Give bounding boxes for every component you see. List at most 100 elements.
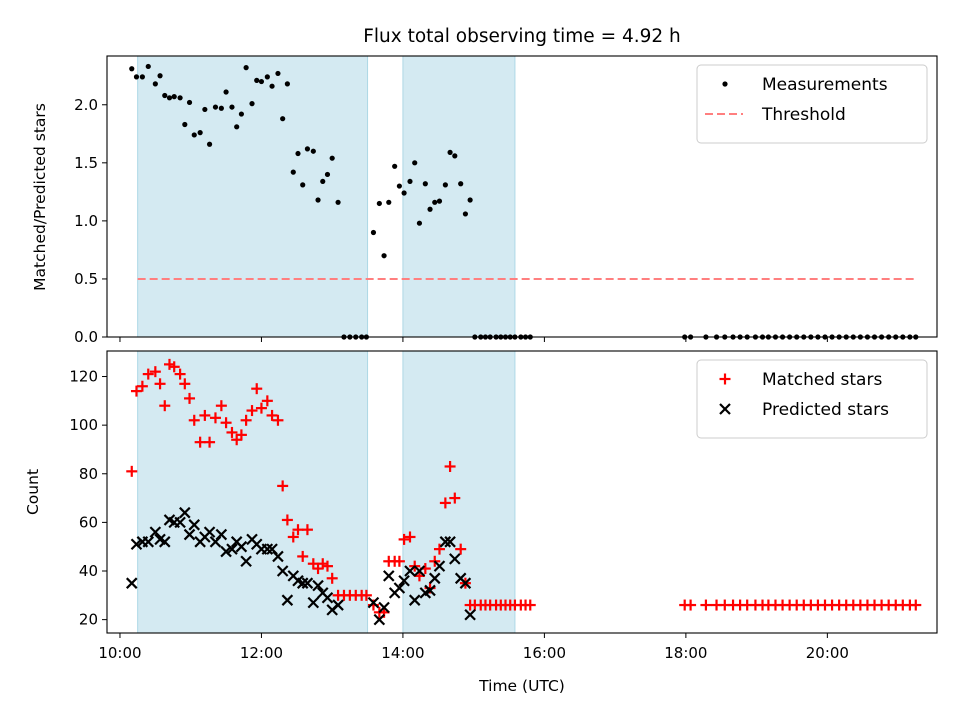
x-stroke-b xyxy=(240,555,252,568)
matched-star-point xyxy=(524,599,536,611)
predicted-star-point xyxy=(235,540,248,553)
predicted-star-point xyxy=(158,536,171,548)
y-tick-label: 20 xyxy=(79,611,98,629)
predicted-star-point xyxy=(183,528,196,541)
x-stroke-b xyxy=(158,536,171,548)
x-tick-label: 12:00 xyxy=(240,644,283,662)
measurement-point xyxy=(452,153,458,159)
measurement-point xyxy=(416,220,423,226)
x-stroke-b xyxy=(130,538,143,551)
predicted-star-point xyxy=(240,555,252,568)
predicted-star-point xyxy=(373,613,386,626)
matched-star-point xyxy=(449,492,461,504)
measurement-point xyxy=(223,89,229,95)
x-tick-label: 18:00 xyxy=(664,644,707,662)
measurement-point xyxy=(191,132,197,138)
y-axis-label-ratio: Matched/Predicted stars xyxy=(31,103,49,291)
measurement-point xyxy=(182,121,188,128)
measurement-point xyxy=(162,92,168,99)
predicted-star-point xyxy=(125,577,138,589)
legend-key-measurements xyxy=(722,81,728,87)
matched-star-point xyxy=(199,409,211,421)
matched-star-point xyxy=(255,402,267,414)
y-tick-label: 1.0 xyxy=(74,212,98,230)
measurement-point xyxy=(467,197,473,203)
measurement-point xyxy=(427,206,433,212)
matched-star-point xyxy=(455,543,467,555)
predicted-star-point xyxy=(413,565,426,577)
matched-star-point xyxy=(251,383,263,395)
matched-star-point xyxy=(130,385,142,397)
measurement-point xyxy=(284,81,290,87)
measurement-point xyxy=(376,200,382,207)
predicted-star-point xyxy=(188,519,201,531)
measurement-point xyxy=(315,197,321,203)
predicted-star-point xyxy=(261,543,274,555)
predicted-star-point xyxy=(215,528,228,541)
x-stroke-b xyxy=(226,543,238,555)
matched-star-point xyxy=(209,412,221,424)
y-tick-label: 2.0 xyxy=(74,96,98,114)
count-panel: 20 40 60 80 100 120 10:00 12:00 14:00 16:00 18:00 2… xyxy=(69,350,938,662)
matched-star-point xyxy=(174,368,186,380)
measurement-point xyxy=(129,66,135,72)
x-axis-label: Time (UTC) xyxy=(478,677,565,695)
x-stroke-b xyxy=(154,533,166,546)
x-stroke-b xyxy=(272,550,284,563)
measurement-point xyxy=(401,190,407,196)
predicted-star-point xyxy=(179,506,191,519)
predicted-star-point xyxy=(398,574,410,587)
predicted-star-point xyxy=(393,582,406,594)
y-axis-label-count: Count xyxy=(24,469,42,515)
predicted-star-point xyxy=(459,577,472,589)
ratio-panel: 0.0 0.5 1.0 1.5 2.0 Measurements Threshold xyxy=(74,55,938,346)
measurement-point xyxy=(264,74,270,80)
predicted-star-point xyxy=(276,565,289,577)
measurement-point xyxy=(320,178,326,185)
matched-star-point xyxy=(194,436,206,448)
predicted-star-point xyxy=(296,577,309,589)
chart-title: Flux total observing time = 4.92 h xyxy=(363,26,681,47)
x-stroke-b xyxy=(179,506,191,519)
measurement-point xyxy=(447,149,453,155)
matched-star-point xyxy=(281,514,293,526)
x-stroke-b xyxy=(332,599,344,611)
measurement-point xyxy=(139,74,145,80)
matched-star-point xyxy=(272,414,284,426)
measurement-point xyxy=(238,111,245,117)
predicted-star-point xyxy=(449,553,461,565)
measurement-point xyxy=(329,155,335,161)
measurement-point xyxy=(254,77,260,83)
predicted-star-point xyxy=(367,596,380,609)
matched-star-point xyxy=(220,417,232,429)
x-stroke-b xyxy=(433,560,446,572)
predicted-star-point xyxy=(226,543,238,555)
measurement-point xyxy=(290,169,296,175)
predicted-star-point xyxy=(321,591,334,604)
legend: Measurements Threshold xyxy=(696,64,928,144)
x-stroke-b xyxy=(266,543,278,555)
x-stroke-b xyxy=(321,591,334,604)
x-stroke-b xyxy=(393,582,406,594)
matched-star-point xyxy=(326,572,338,584)
measurement-point xyxy=(177,95,183,101)
matched-star-point xyxy=(292,524,304,536)
matched-star-point xyxy=(439,497,451,509)
matched-star-point xyxy=(261,395,273,407)
matched-star-point xyxy=(149,366,161,378)
measurement-point xyxy=(133,74,140,80)
matched-star-point xyxy=(404,531,416,543)
legend-label: Threshold xyxy=(761,105,846,125)
matched-star-point xyxy=(246,405,258,417)
matched-star-point xyxy=(215,400,227,412)
x-stroke-b xyxy=(459,577,472,589)
legend-key-matched xyxy=(719,373,731,385)
x-stroke-b xyxy=(163,514,176,526)
matched-star-point xyxy=(126,465,138,477)
x-stroke-b xyxy=(367,596,380,609)
matched-star-point xyxy=(154,378,166,390)
measurement-point xyxy=(206,141,213,147)
predicted-star-point xyxy=(220,545,232,558)
measurement-point xyxy=(269,83,275,89)
